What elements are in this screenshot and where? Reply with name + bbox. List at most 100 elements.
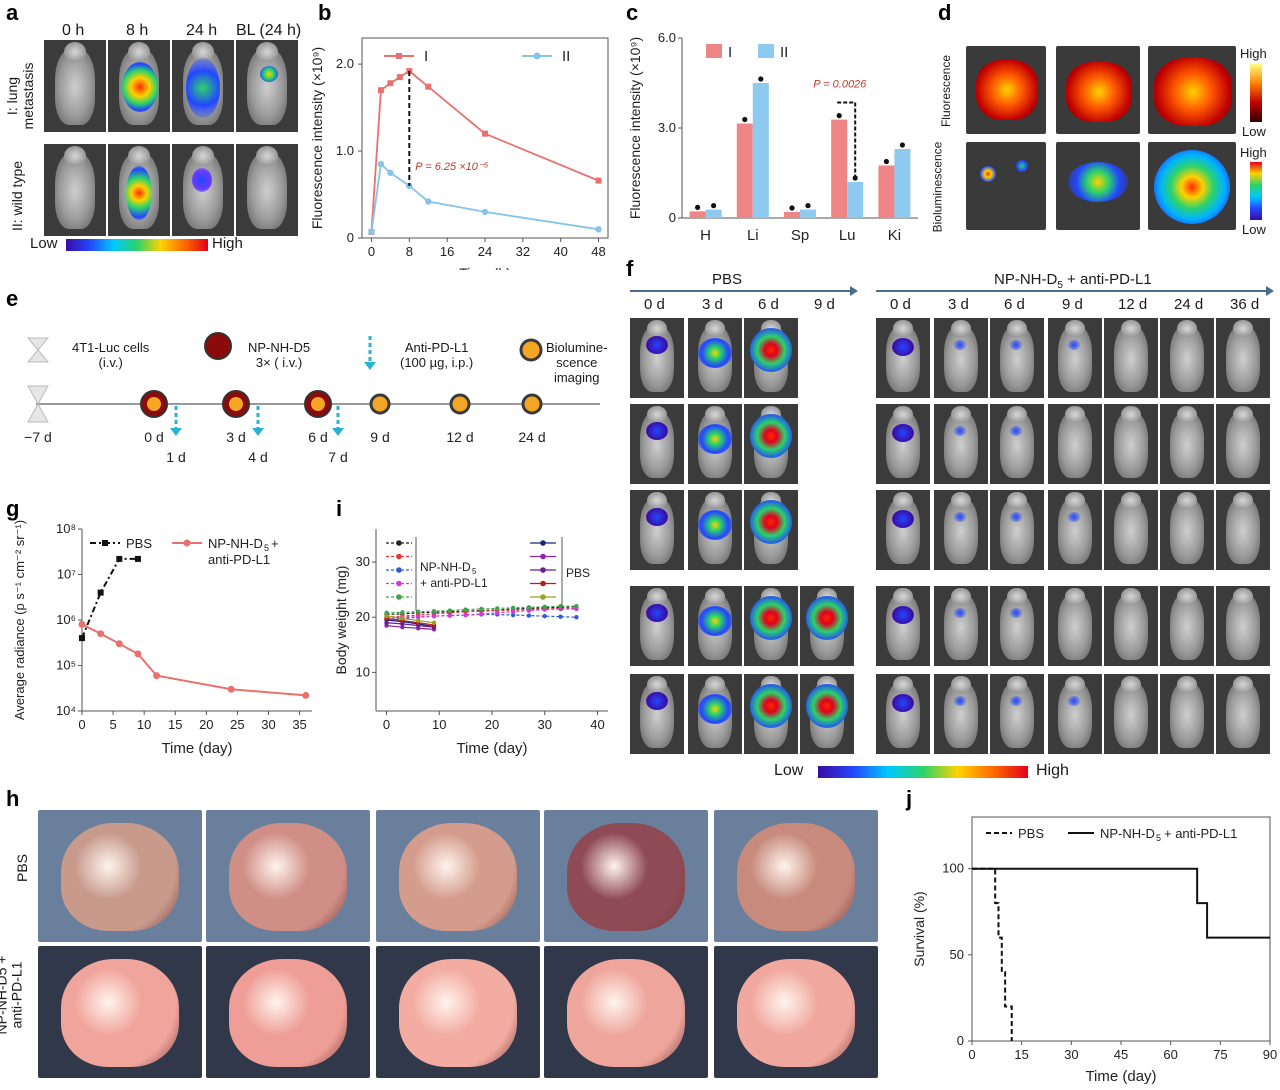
- series-line: [386, 617, 435, 626]
- day-label: 9 d: [1062, 296, 1083, 313]
- legend-marker: [540, 567, 546, 573]
- x-tick-label: Lu: [839, 227, 856, 244]
- mouse-image: [236, 144, 298, 236]
- panel-label-a: a: [6, 0, 19, 25]
- lung-photo: [206, 810, 370, 942]
- y-axis-label: Fluorescence intensity (×10⁹): [309, 47, 325, 229]
- legend-label: + anti-PD-L1: [1164, 826, 1237, 841]
- legend-marker: [183, 539, 191, 547]
- mouse-image: [1160, 674, 1214, 754]
- legend-label: II: [562, 48, 570, 65]
- day-label: 0 d: [890, 296, 911, 313]
- y-tick-label: 0: [957, 1033, 964, 1048]
- day-label: 36 d: [1230, 296, 1260, 313]
- mouse-image: [934, 586, 988, 666]
- mouse-image: [630, 404, 684, 484]
- organ-biolum-image: [1148, 142, 1236, 230]
- data-point: [97, 630, 105, 638]
- panel-label-h: h: [6, 786, 20, 811]
- bar: [878, 165, 895, 218]
- survival-line: [972, 867, 1270, 939]
- x-tick-label: 32: [516, 244, 530, 259]
- mouse-image: [1104, 318, 1158, 398]
- scale-low-label: Low: [774, 762, 804, 779]
- legend-label: II: [780, 44, 788, 61]
- x-tick-label: 24: [478, 244, 492, 259]
- legend-marker: [540, 594, 546, 600]
- mouse-image: [1160, 318, 1214, 398]
- data-point: [415, 614, 421, 619]
- data-point: [542, 613, 547, 619]
- mouse-image: [688, 674, 742, 754]
- mouse-image: [1160, 404, 1214, 484]
- data-point: [526, 613, 532, 618]
- chart-b: 0 8 16 24 32 40 48 0 1.0 2.0 Time (h) Fluorescence …: [309, 37, 609, 270]
- row-label-lung: I: lung metastasis: [4, 62, 36, 130]
- mouse-image: [1216, 674, 1270, 754]
- mouse-image: [876, 318, 930, 398]
- y-tick-label: 2.0: [336, 56, 354, 71]
- data-point: [510, 612, 516, 618]
- x-tick-label: 15: [168, 717, 182, 732]
- group-np-sub: 5: [1057, 280, 1063, 291]
- legend-cells: 4T1-Luc cells (i.v.): [72, 340, 150, 370]
- group-np-suffix: + anti-PD-L1: [1062, 271, 1152, 288]
- series-line: [386, 615, 435, 624]
- mouse-image: [990, 674, 1044, 754]
- x-tick-label: Ki: [888, 227, 901, 244]
- organ-fluor-image: [966, 46, 1046, 134]
- panel-label-i: i: [336, 496, 343, 521]
- bar: [705, 209, 722, 218]
- mouse-image: [630, 674, 684, 754]
- imaging-marker: [311, 397, 325, 411]
- data-point: [400, 616, 405, 621]
- x-tick-label: 40: [553, 244, 567, 259]
- scale-low-label: Low: [30, 235, 58, 252]
- bar: [736, 123, 753, 218]
- panel-label-c: c: [626, 0, 639, 25]
- mouse-image: [934, 404, 988, 484]
- orange-dot-icon: [519, 338, 543, 362]
- y-tick-label: 10: [356, 664, 370, 679]
- data-point: [400, 621, 405, 627]
- antibody-arrowhead: [170, 428, 182, 436]
- group-np-text: NP-NH-D: [994, 271, 1058, 288]
- legend-label: anti-PD-L1: [208, 552, 270, 567]
- bar: [800, 209, 816, 218]
- x-tick-label: 0: [968, 1047, 975, 1062]
- data-point: [526, 605, 532, 610]
- data-point: [425, 83, 432, 90]
- x-tick-label: 8: [406, 244, 413, 259]
- day-label: 0 d: [644, 296, 665, 313]
- data-point: [463, 612, 468, 618]
- data-point: [805, 203, 811, 209]
- y-tick-label: 10⁸: [56, 521, 76, 536]
- legend-marker: [540, 553, 546, 560]
- mouse-image: [1216, 490, 1270, 570]
- data-point: [481, 208, 489, 216]
- row-label-np: NP-NH-D5 + anti-PD-L1: [0, 956, 25, 1035]
- x-tick-label: 20: [199, 717, 213, 732]
- lung-photo: [38, 946, 202, 1078]
- legend-swatch: [758, 44, 774, 58]
- mouse-image: [876, 586, 930, 666]
- lung-photo: [38, 810, 202, 942]
- mouse-image: [688, 318, 742, 398]
- data-point: [899, 142, 905, 148]
- mouse-image: [744, 674, 798, 754]
- day-label: 3 d: [948, 296, 969, 313]
- day-label: 9 d: [814, 296, 835, 313]
- lung-photo: [544, 810, 708, 942]
- mouse-image: [744, 586, 798, 666]
- mouse-image: [688, 586, 742, 666]
- y-tick-label: 10⁴: [56, 703, 76, 718]
- lung-photo: [376, 946, 540, 1078]
- data-point: [400, 610, 405, 615]
- chart-c: 0 3.0 6.0 Fluorescence intensity (×10⁹) H Li S…: [627, 30, 918, 244]
- organ-fluor-image: [1148, 46, 1236, 134]
- x-tick-label: 10: [432, 717, 446, 732]
- imaging-marker: [449, 393, 471, 415]
- mouse-image: [876, 490, 930, 570]
- scale-low-label: Low: [1242, 124, 1266, 139]
- chart-j: 0 15 30 45 60 75 90 0 50 100 Time (day) Survival (%…: [911, 816, 1277, 1085]
